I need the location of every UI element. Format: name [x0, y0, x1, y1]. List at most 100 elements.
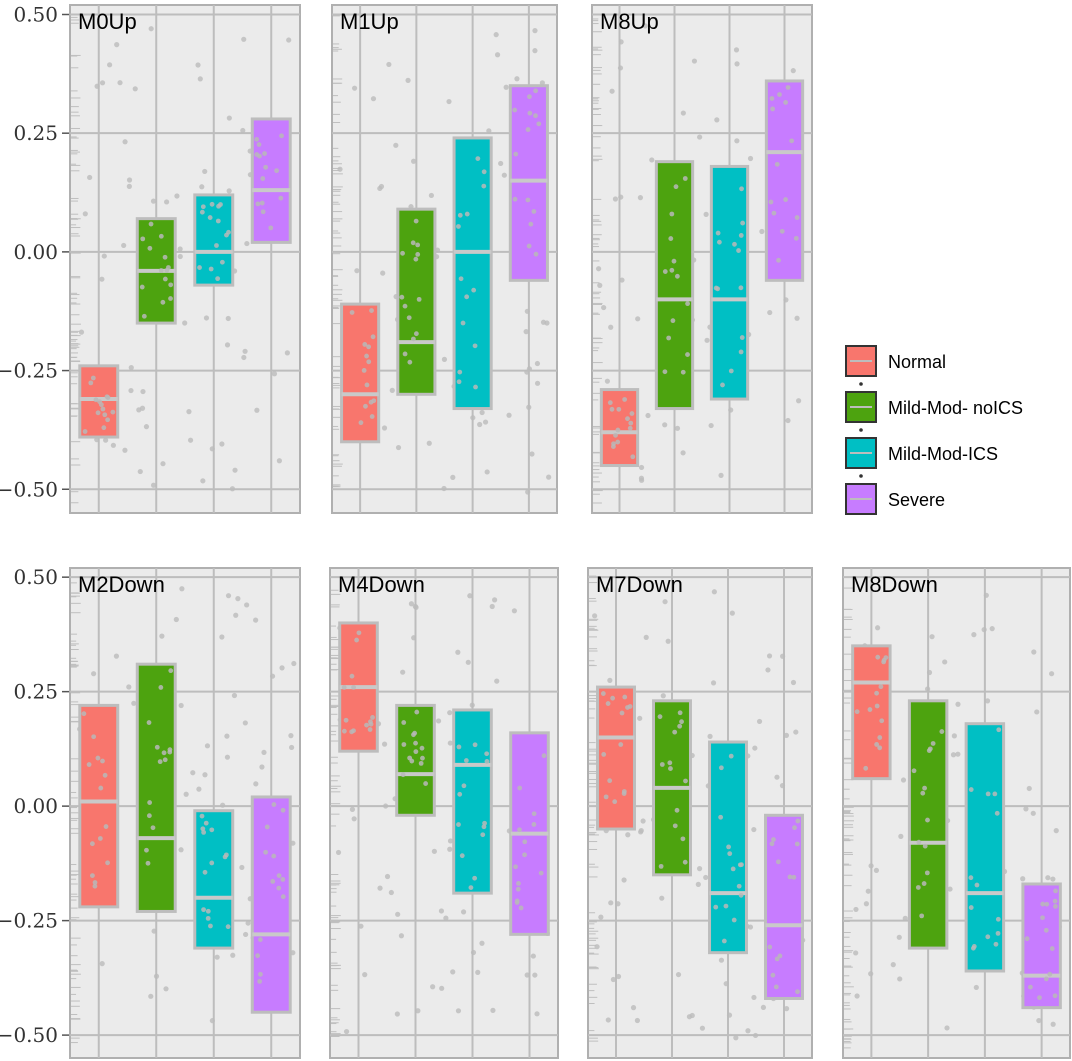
jitter-point: [122, 139, 128, 145]
box-point: [89, 841, 95, 847]
box-point: [627, 704, 633, 709]
box-severe: [250, 795, 292, 1014]
jitter-point: [386, 61, 392, 68]
box-point: [685, 301, 690, 307]
box-point: [607, 400, 613, 406]
box-point: [767, 944, 773, 950]
box-point: [90, 873, 95, 878]
box-point: [86, 762, 92, 767]
jitter-point: [608, 900, 614, 906]
box-point: [201, 907, 206, 913]
jitter-point: [925, 686, 931, 692]
jitter-point: [291, 660, 297, 667]
jitter-point: [261, 749, 267, 756]
jitter-point: [441, 485, 447, 492]
box-point: [410, 240, 416, 246]
box-point: [1024, 936, 1030, 942]
jitter-point: [435, 718, 442, 724]
jitter-point: [380, 270, 386, 276]
box-point: [525, 127, 531, 132]
panel-title: M1Up: [340, 9, 399, 34]
box-point: [533, 88, 539, 94]
box-point: [481, 169, 487, 175]
box-point: [341, 685, 347, 690]
box-point: [456, 822, 461, 827]
jitter-point: [767, 309, 773, 316]
jitter-point: [343, 1028, 350, 1035]
box-point: [369, 308, 374, 313]
jitter-point: [619, 277, 625, 283]
box-point: [461, 783, 467, 789]
box-point: [793, 235, 799, 241]
jitter-point: [276, 458, 282, 464]
box-point: [854, 709, 860, 715]
box-point: [768, 199, 774, 205]
panel-title: M4Down: [338, 572, 425, 597]
jitter-point: [159, 633, 165, 639]
jitter-point: [503, 84, 509, 90]
box-point: [401, 720, 407, 725]
box-point: [785, 85, 791, 90]
box-point: [915, 885, 921, 890]
box-point: [985, 934, 991, 940]
box-point: [208, 266, 214, 272]
box-point: [278, 195, 284, 201]
jitter-point: [865, 888, 871, 894]
box-point: [1043, 976, 1049, 982]
box-point: [668, 236, 674, 241]
box-point: [158, 233, 164, 239]
box-point: [916, 839, 922, 845]
box-point: [146, 720, 152, 725]
jitter-point: [235, 596, 241, 602]
box-point: [146, 813, 152, 819]
panel-M8Down: M8Down: [842, 567, 1071, 1059]
box-point: [730, 866, 736, 872]
jitter-point: [187, 437, 194, 443]
box-point: [413, 740, 418, 746]
box-point: [406, 315, 412, 321]
box-point: [512, 196, 518, 202]
jitter-point: [1031, 649, 1037, 655]
jitter-point: [484, 469, 490, 475]
box-point: [1044, 901, 1050, 907]
box-point: [358, 420, 364, 426]
jitter-point: [534, 380, 541, 386]
box-point: [276, 873, 282, 878]
box-point: [418, 760, 424, 766]
jitter-point: [733, 47, 740, 53]
jitter-point: [126, 177, 133, 183]
y-axis-row-1: 0.50 0.25 0.00 −0.25 −0.50: [0, 2, 70, 501]
jitter-point: [501, 172, 507, 178]
box-point: [919, 913, 925, 919]
jitter-point: [351, 816, 357, 822]
box-point: [777, 92, 782, 97]
jitter-point: [377, 885, 383, 891]
jitter-point: [163, 986, 169, 992]
box-point: [619, 710, 625, 716]
box-point: [666, 335, 672, 341]
box-point: [472, 742, 478, 748]
jitter-point: [173, 616, 179, 623]
jitter-point: [400, 669, 406, 675]
jitter-point: [494, 52, 501, 58]
jitter-point: [197, 76, 203, 82]
box-point: [920, 790, 926, 796]
box-point: [774, 161, 780, 167]
box-point: [364, 353, 369, 359]
box-point: [260, 176, 266, 181]
box-point: [399, 294, 405, 300]
jitter-point: [603, 586, 610, 593]
box-point: [162, 254, 168, 260]
jitter-point: [465, 659, 471, 665]
jitter-point: [254, 407, 260, 413]
box-point: [514, 900, 520, 905]
box-point: [473, 384, 478, 390]
box-point: [728, 368, 734, 374]
jitter-point: [214, 954, 220, 960]
jitter-point: [447, 740, 453, 746]
box-point: [738, 349, 744, 355]
box-point: [160, 299, 166, 305]
jitter-point: [1053, 828, 1059, 834]
box-point: [610, 695, 616, 701]
box-point: [280, 807, 286, 813]
